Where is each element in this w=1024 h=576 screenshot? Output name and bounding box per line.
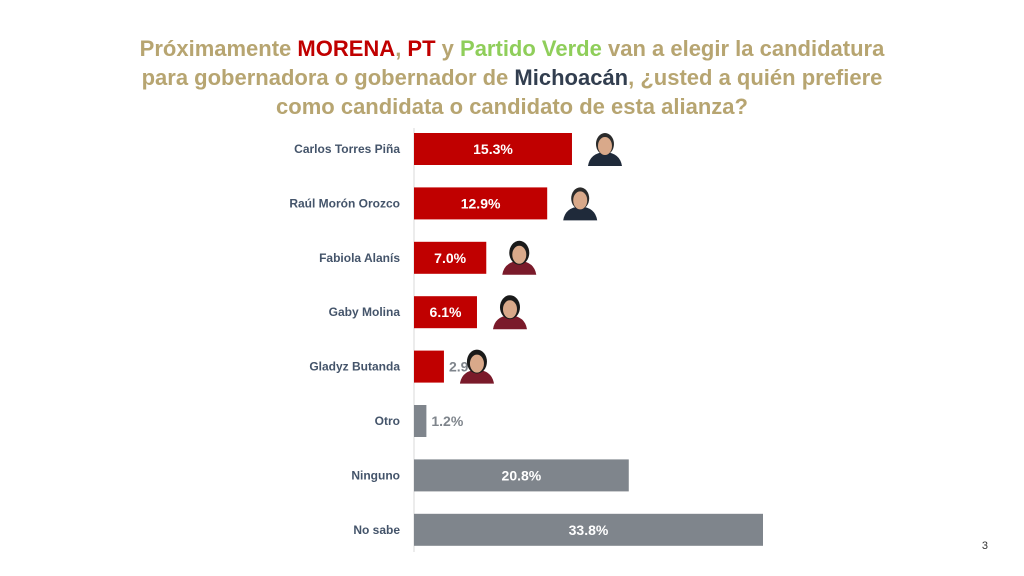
title-morena: MORENA (297, 36, 396, 61)
candidate-photo (459, 349, 494, 384)
bar (414, 187, 548, 220)
title-part-7: como candidata o candidato de esta alian… (276, 94, 748, 119)
data-label: 15.3% (473, 141, 513, 157)
bar (414, 241, 487, 274)
data-label: 12.9% (461, 195, 501, 211)
title-partido-verde: Partido Verde (460, 36, 602, 61)
title-part-2: , (395, 36, 408, 61)
bar (414, 350, 444, 383)
title-part-6: , ¿usted a quién prefiere (628, 65, 883, 90)
category-label: Raúl Morón Orozco (289, 196, 400, 210)
title-part-3: y (435, 36, 461, 61)
bar (414, 513, 763, 546)
category-label: Otro (375, 414, 400, 428)
title-part-5: para gobernadora o gobernador de (141, 65, 515, 90)
data-label: 20.8% (502, 467, 542, 483)
category-label: Gaby Molina (329, 305, 401, 319)
bar (414, 133, 572, 165)
bar (414, 405, 427, 437)
candidate-photo (563, 187, 598, 221)
data-label: 33.8% (569, 522, 609, 538)
title-pt: PT (407, 36, 436, 61)
chart-title: Próximamente MORENA, PT y Partido Verde … (60, 34, 964, 121)
title-part-4: van a elegir la candidatura (601, 36, 885, 61)
title-part-1: Próximamente (139, 36, 298, 61)
candidate-photo (492, 295, 527, 330)
page-number: 3 (981, 540, 988, 552)
data-label: 6.1% (430, 304, 462, 320)
category-label: Ninguno (351, 468, 400, 482)
data-label: 7.0% (434, 250, 466, 266)
bar (414, 296, 477, 329)
candidate-photo (502, 240, 537, 275)
candidate-photo (587, 133, 622, 166)
title-michoacan: Michoacán (514, 65, 629, 90)
category-label: Carlos Torres Piña (294, 142, 400, 156)
category-label: Gladyz Butanda (309, 360, 400, 374)
data-label: 1.2% (431, 413, 463, 429)
bar (414, 459, 629, 492)
category-label: No sabe (353, 523, 400, 537)
category-label: Fabiola Alanís (319, 251, 400, 265)
